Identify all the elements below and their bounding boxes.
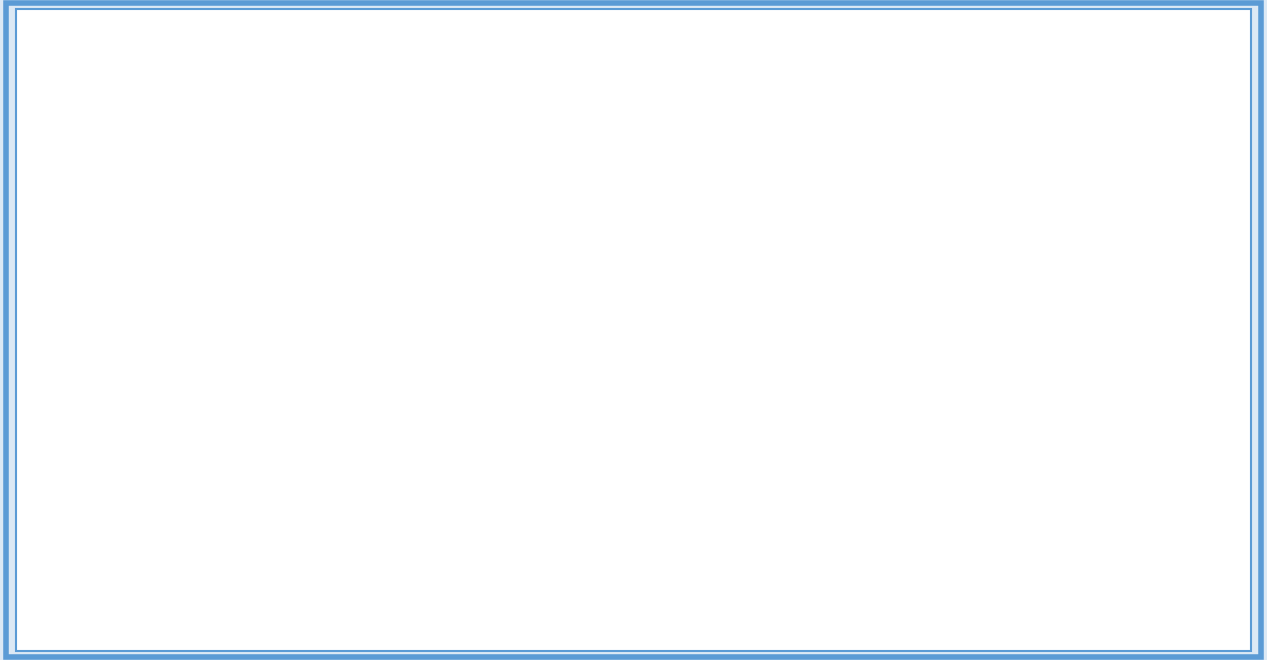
Text: www.les-crises.fr: www.les-crises.fr <box>706 605 830 619</box>
Bar <box>256 228 352 334</box>
Bar <box>950 228 998 334</box>
Text: 11 %: 11 % <box>383 289 427 307</box>
Bar <box>256 413 332 519</box>
Text: FdG: FdG <box>285 255 322 273</box>
Text: (Sources : IFOP et Résultats annoncés par le Ministère de l'Intérieur): (Sources : IFOP et Résultats annoncés pa… <box>421 99 922 115</box>
Text: (Sondage sur les abstentionnistes : "Si le vote était obligatoire, pour qui vote: (Sondage sur les abstentionnistes : "Si … <box>342 69 1001 84</box>
Text: FN: FN <box>1097 440 1123 458</box>
Text: Div. G.: Div. G. <box>568 445 618 459</box>
Text: UDI: UDI <box>664 440 697 458</box>
Bar <box>632 413 729 519</box>
Text: FN: FN <box>1102 255 1128 273</box>
Text: FdG: FdG <box>279 445 309 459</box>
Bar <box>256 228 1230 334</box>
Text: Absten-
tionnistes: Absten- tionnistes <box>106 265 198 297</box>
Text: PS: PS <box>475 440 499 458</box>
Text: 22 %: 22 % <box>821 289 867 307</box>
Text: 14 %: 14 % <box>503 289 549 307</box>
Bar <box>555 413 632 519</box>
Bar <box>998 228 1230 334</box>
Text: 10 %: 10 % <box>666 289 712 307</box>
Text: UMP: UMP <box>824 255 865 273</box>
Text: Div. D.: Div. D. <box>935 445 986 459</box>
Text: EELV: EELV <box>357 445 394 459</box>
Text: Div. D.: Div. D. <box>953 261 996 274</box>
Text: PS: PS <box>513 255 537 273</box>
Text: 10 %: 10 % <box>658 474 703 492</box>
Text: Olivier Berruyer,: Olivier Berruyer, <box>552 605 682 619</box>
Text: UDI: UDI <box>673 255 707 273</box>
Bar <box>931 413 990 519</box>
Text: 6 %: 6 % <box>945 474 974 488</box>
Text: 21 %: 21 % <box>807 474 853 492</box>
Bar <box>990 413 1230 519</box>
Text: 14 %: 14 % <box>464 474 509 492</box>
Bar <box>256 413 1230 519</box>
Bar <box>457 228 593 334</box>
Text: Élections européennes 2014: Élections européennes 2014 <box>483 29 860 57</box>
Bar <box>352 228 457 334</box>
Text: 5 %: 5 % <box>606 288 630 301</box>
Text: 9 %: 9 % <box>361 474 390 488</box>
Text: 5 %: 5 % <box>963 288 987 301</box>
Text: 25 %: 25 % <box>1087 474 1133 492</box>
Text: 8 %: 8 % <box>280 474 308 488</box>
Text: 24 %: 24 % <box>1092 289 1138 307</box>
Legend: FdG, EELV, PS, Div. G., UDI, UMP, Div. D., FN: FdG, EELV, PS, Div. G., UDI, UMP, Div. D… <box>430 146 993 173</box>
Text: 8 %: 8 % <box>579 474 607 488</box>
Text: UMP: UMP <box>808 440 850 458</box>
Bar <box>729 413 931 519</box>
Bar <box>593 228 641 334</box>
Bar <box>641 228 737 334</box>
Text: Div. G.: Div. G. <box>595 261 639 274</box>
Text: Votants: Votants <box>106 459 177 474</box>
Text: 10 %: 10 % <box>281 289 327 307</box>
Bar <box>737 228 950 334</box>
Bar <box>332 413 419 519</box>
Bar <box>419 413 555 519</box>
Text: EELV: EELV <box>383 255 427 273</box>
